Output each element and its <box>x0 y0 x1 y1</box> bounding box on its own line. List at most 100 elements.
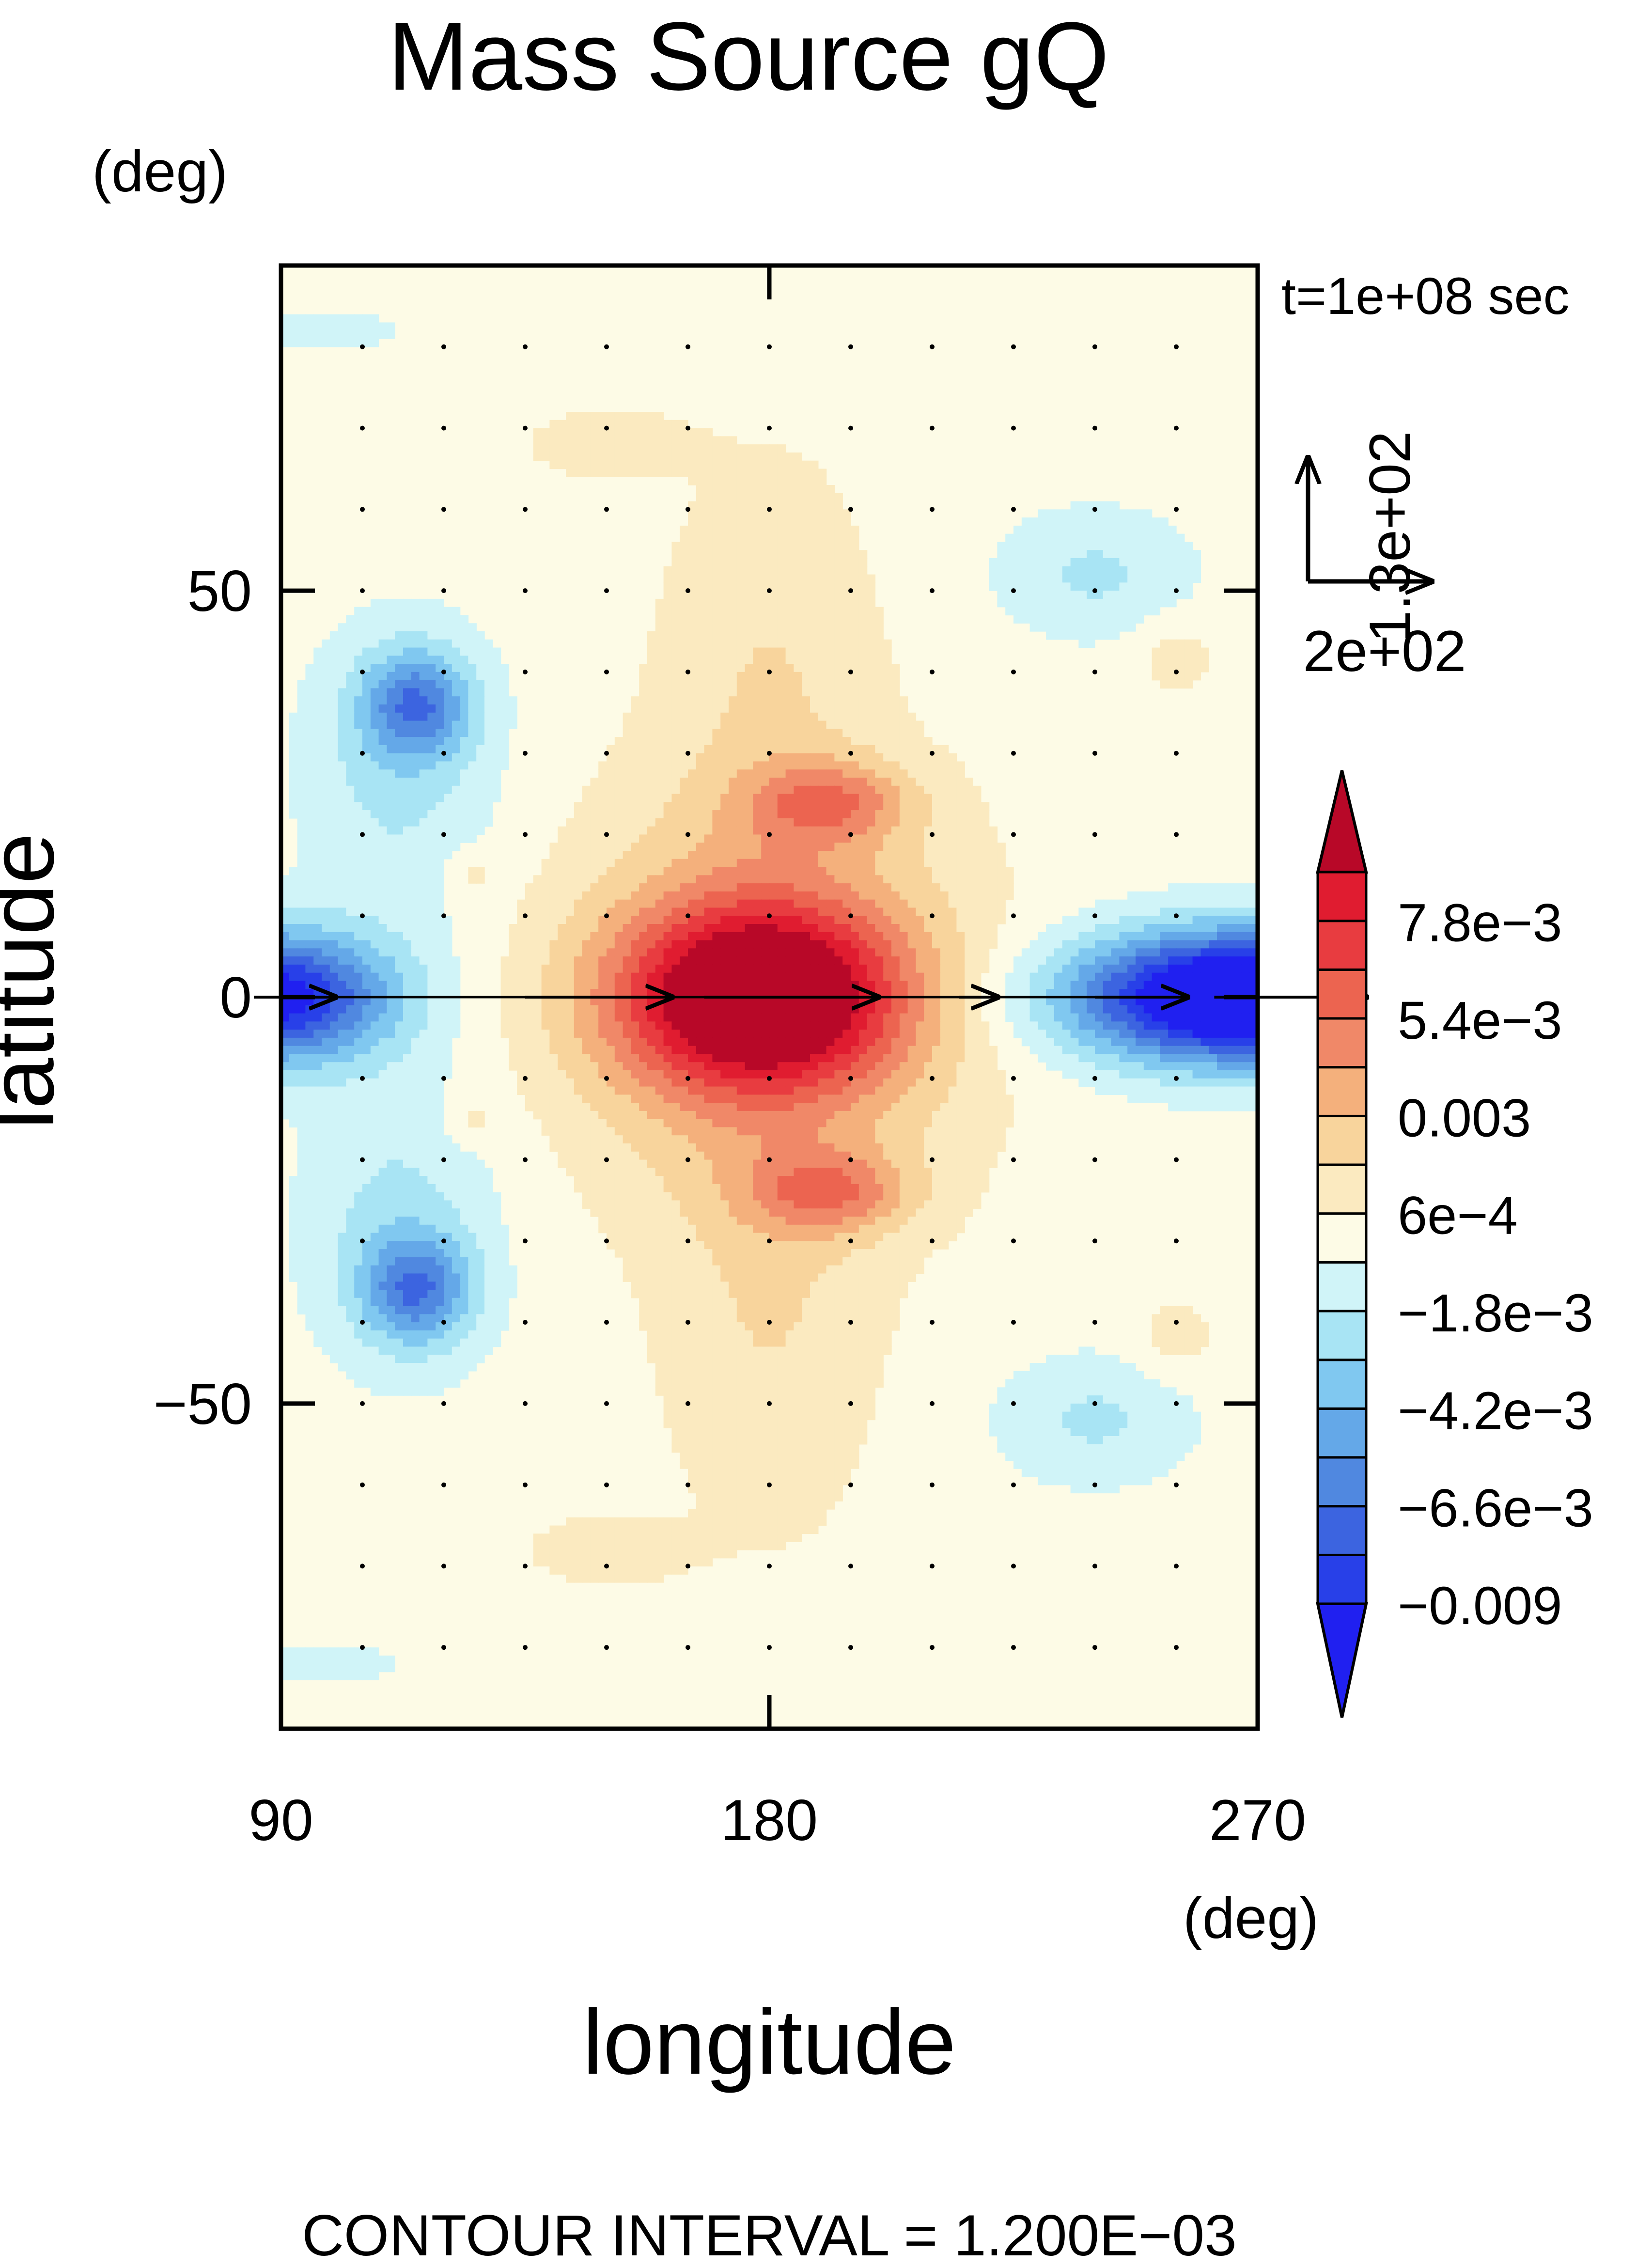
field-cell <box>704 623 713 632</box>
field-cell <box>549 452 558 461</box>
field-cell <box>387 826 395 835</box>
field-cell <box>818 729 827 737</box>
field-cell <box>729 981 737 989</box>
field-cell <box>875 802 884 811</box>
field-cell <box>704 843 713 851</box>
field-cell <box>419 916 428 924</box>
field-cell <box>623 948 632 957</box>
field-cell <box>1070 623 1079 632</box>
field-cell <box>712 826 721 835</box>
field-cell <box>436 631 444 640</box>
field-cell <box>712 656 721 664</box>
field-cell <box>1184 672 1193 681</box>
field-cell <box>851 883 859 892</box>
field-cell <box>997 916 1006 924</box>
field-cell <box>297 688 306 697</box>
field-cell <box>655 899 664 908</box>
field-cell <box>696 436 705 445</box>
field-cell <box>313 1005 322 1014</box>
field-cell <box>655 720 664 730</box>
field-cell <box>370 656 379 664</box>
field-cell <box>729 753 737 762</box>
field-cell <box>761 712 770 721</box>
field-cell <box>1200 964 1209 973</box>
field-cell <box>460 647 469 657</box>
field-cell <box>525 972 534 982</box>
field-cell <box>802 639 810 648</box>
field-cell <box>1192 899 1201 908</box>
field-cell <box>647 720 656 730</box>
field-cell <box>476 688 485 697</box>
field-cell <box>329 761 339 770</box>
field-cell <box>883 753 892 762</box>
field-cell <box>623 810 632 819</box>
field-cell <box>639 696 648 705</box>
field-cell <box>468 818 477 827</box>
field-cell <box>1013 566 1022 575</box>
field-cell <box>558 981 566 989</box>
field-cell <box>851 891 859 900</box>
field-cell <box>851 656 859 664</box>
field-cell <box>395 778 404 786</box>
field-cell <box>981 859 990 868</box>
field-cell <box>671 891 680 900</box>
field-cell <box>810 851 819 860</box>
field-cell <box>851 907 859 916</box>
field-cell <box>444 696 452 705</box>
field-cell <box>989 883 998 892</box>
field-cell <box>427 891 436 900</box>
field-cell <box>785 672 795 681</box>
field-cell <box>395 891 404 900</box>
field-cell <box>1046 566 1055 575</box>
field-cell <box>1209 972 1217 982</box>
field-cell <box>631 460 639 469</box>
field-cell <box>1136 574 1144 583</box>
field-cell <box>1062 550 1071 559</box>
field-cell <box>997 875 1006 884</box>
field-cell <box>940 785 949 795</box>
field-cell <box>338 680 347 689</box>
field-cell <box>794 932 802 941</box>
field-cell <box>598 826 607 835</box>
field-cell <box>753 647 762 657</box>
field-cell <box>753 802 762 811</box>
field-cell <box>623 778 632 786</box>
field-cell <box>981 867 990 876</box>
field-cell <box>720 656 729 664</box>
field-cell <box>525 997 534 1006</box>
field-cell <box>313 883 322 892</box>
field-cell <box>1184 647 1193 657</box>
field-cell <box>671 460 680 469</box>
field-cell <box>696 932 705 941</box>
field-cell <box>736 680 746 689</box>
field-cell <box>851 631 859 640</box>
field-cell <box>1021 598 1030 608</box>
field-cell <box>680 664 688 672</box>
field-cell <box>1168 924 1177 933</box>
field-cell <box>582 940 591 949</box>
field-cell <box>802 631 810 640</box>
field-cell <box>867 826 876 835</box>
field-cell <box>810 810 819 819</box>
field-cell <box>590 778 599 786</box>
field-cell <box>745 956 754 965</box>
field-cell <box>736 883 746 892</box>
field-cell <box>769 485 778 494</box>
field-cell <box>753 533 762 543</box>
field-cell <box>785 501 795 510</box>
field-cell <box>810 972 819 982</box>
field-cell <box>720 972 729 982</box>
field-cell <box>1054 598 1063 608</box>
field-cell <box>387 891 395 900</box>
field-cell <box>1127 907 1136 916</box>
field-cell <box>794 615 802 624</box>
field-cell <box>785 761 795 770</box>
field-cell <box>1087 566 1095 575</box>
field-cell <box>598 834 607 843</box>
field-cell <box>297 916 306 924</box>
field-cell <box>729 436 737 445</box>
field-cell <box>671 826 680 835</box>
field-cell <box>729 826 737 835</box>
field-cell <box>362 647 371 657</box>
field-cell <box>753 883 762 892</box>
